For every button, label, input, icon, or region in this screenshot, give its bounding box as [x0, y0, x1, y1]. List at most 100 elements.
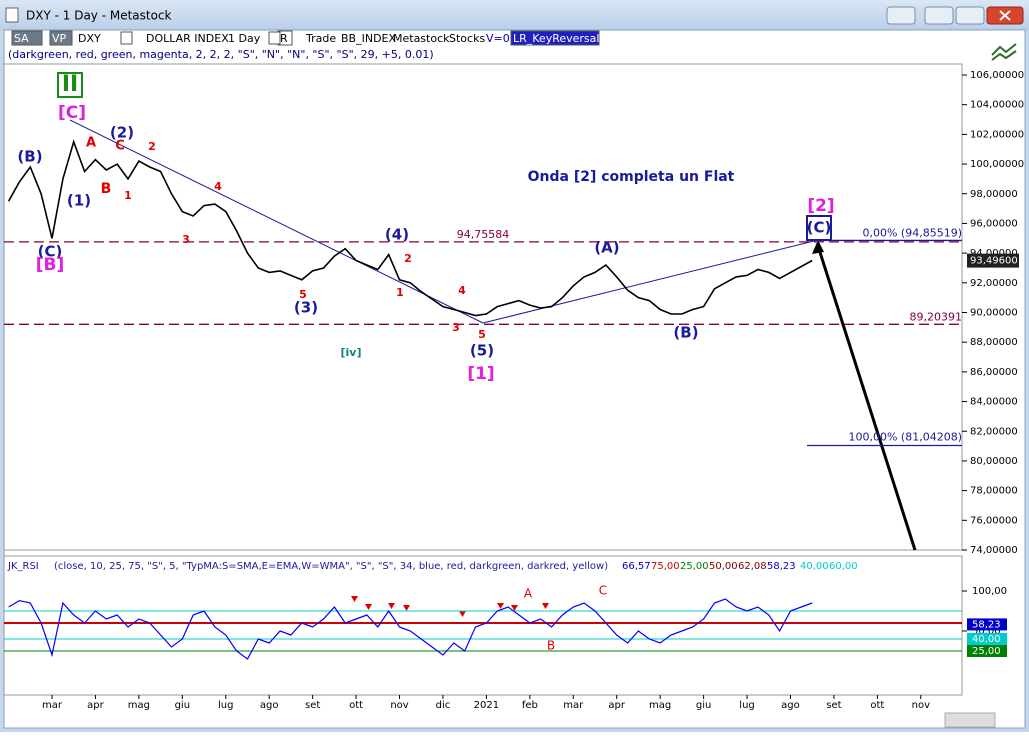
wave-label: (4)	[385, 226, 409, 244]
wave-label: 1	[396, 286, 404, 299]
x-tick-label: ott	[870, 700, 884, 711]
y-tick-label: 74,00000	[970, 545, 1018, 556]
toolbar-item: DXY	[78, 32, 101, 45]
restore-button[interactable]	[886, 6, 916, 25]
last-value-label: 93,49600	[970, 256, 1018, 267]
wave-label: B	[101, 181, 112, 197]
y-tick-label: 100,00000	[970, 159, 1024, 170]
minimize-button[interactable]	[924, 6, 954, 25]
y-tick-label: 104,00000	[970, 100, 1024, 111]
wave-label: 2	[404, 252, 412, 265]
dropdown[interactable]	[120, 31, 133, 45]
wave-label: II	[62, 72, 78, 97]
toolbar-item: V=0	[486, 32, 510, 45]
annotation-box	[57, 72, 83, 98]
level-box	[967, 618, 1007, 631]
y-tick-label: 92,00000	[970, 278, 1018, 289]
y-tick-label: 98,00000	[970, 189, 1018, 200]
x-tick-label: giu	[175, 700, 190, 711]
wave-label: A	[86, 136, 96, 151]
toolbar-item: BB_INDEX	[341, 32, 396, 45]
title-bar	[0, 0, 1029, 30]
app-icon	[5, 7, 19, 23]
reference-label: 0,00% (94,85519)	[862, 226, 962, 239]
annotation-box	[806, 215, 832, 241]
dropdown[interactable]	[268, 31, 281, 45]
toolbar-item: SA	[14, 32, 29, 45]
x-tick-label: ago	[781, 700, 800, 711]
rsi-line	[8, 598, 813, 660]
wave-label: [1]	[467, 364, 494, 384]
y-tick-label: 86,00000	[970, 367, 1018, 378]
rsi-value: 75,00	[651, 561, 680, 572]
rsi-value: 40,00	[800, 561, 829, 572]
price-line	[7, 139, 813, 317]
x-tick-label: mag	[128, 700, 150, 711]
wave-label: 1	[124, 189, 132, 202]
y-tick-label: 82,00000	[970, 426, 1018, 437]
rsi-value: 25,00	[680, 561, 709, 572]
wave-label: 2	[148, 140, 156, 153]
wave-label: (C)	[38, 243, 63, 261]
y-tick-label: 106,00000	[970, 70, 1024, 81]
trendline	[69, 119, 484, 324]
maximize-button[interactable]	[955, 6, 985, 25]
x-tick-label: nov	[912, 700, 930, 711]
rsi-params: (close, 10, 25, 75, "S", 5, "TypMA:S=SMA…	[54, 561, 608, 572]
wave-label: [B]	[36, 255, 65, 275]
wave-label: (2)	[110, 124, 134, 142]
toolbar-item: Metastock	[393, 32, 450, 45]
level-label: 40,00	[972, 634, 1001, 645]
level-label: 58,23	[972, 619, 1001, 630]
toolbar-box[interactable]	[11, 30, 43, 46]
wave-label: 4	[214, 180, 222, 193]
rsi-value: 58,23	[767, 561, 796, 572]
signal-markers	[351, 596, 549, 617]
y-tick-label: 78,00000	[970, 486, 1018, 497]
y-tick-label: 96,00000	[970, 218, 1018, 229]
toolbar-item: LR_KeyReversal	[513, 32, 599, 45]
wave-label: 5	[299, 288, 307, 301]
wave-label: (5)	[470, 342, 494, 360]
rsi-value: 50,00	[709, 561, 738, 572]
wave-label: (A)	[594, 239, 619, 257]
price-params: (darkgreen, red, green, magenta, 2, 2, 2…	[8, 48, 434, 61]
wave-label: 5	[478, 328, 486, 341]
chart-icon	[991, 43, 1017, 61]
y-tick-label: 100,00	[972, 586, 1007, 597]
reference-label: 94,75584	[457, 228, 510, 241]
x-tick-label: nov	[390, 700, 408, 711]
toolbar: SA VP DXY DOLLAR INDEX 1 Day R Trade BB_INDEXMe…	[11, 30, 600, 46]
x-tick-label: ott	[349, 700, 363, 711]
toolbar-box[interactable]	[510, 30, 600, 46]
wave-label: [iv]	[341, 346, 362, 359]
level-label: 25,00	[972, 646, 1001, 657]
x-tick-label: dic	[436, 700, 451, 711]
y-tick-label: 84,00000	[970, 397, 1018, 408]
rsi-annotation: A	[524, 587, 533, 601]
wave-label: (1)	[67, 192, 91, 210]
wave-label: 3	[452, 321, 460, 334]
x-tick-label: feb	[522, 700, 538, 711]
toolbar-box[interactable]	[49, 30, 73, 46]
x-tick-label: set	[826, 700, 841, 711]
price-panel	[3, 63, 963, 551]
x-tick-label: apr	[87, 700, 104, 711]
x-tick-label: mar	[42, 700, 63, 711]
x-tick-label: apr	[608, 700, 625, 711]
x-tick-label: mag	[649, 700, 671, 711]
reference-label: 100,00% (81,04208)	[848, 430, 962, 443]
rsi-annotation: C	[599, 584, 607, 598]
level-box	[967, 645, 1007, 657]
y-tick-label: 76,00000	[970, 515, 1018, 526]
y-tick-label: 50,00	[972, 626, 1001, 637]
wave-label: (3)	[294, 299, 318, 317]
scrollbar[interactable]	[944, 712, 996, 728]
y-tick-label: 102,00000	[970, 129, 1024, 140]
wave-label: (C)	[807, 219, 832, 237]
last-value-box	[967, 253, 1019, 268]
toolbar-item: Trade	[305, 32, 336, 45]
wave-label: (B)	[17, 148, 42, 166]
y-tick-label: 90,00000	[970, 308, 1018, 319]
